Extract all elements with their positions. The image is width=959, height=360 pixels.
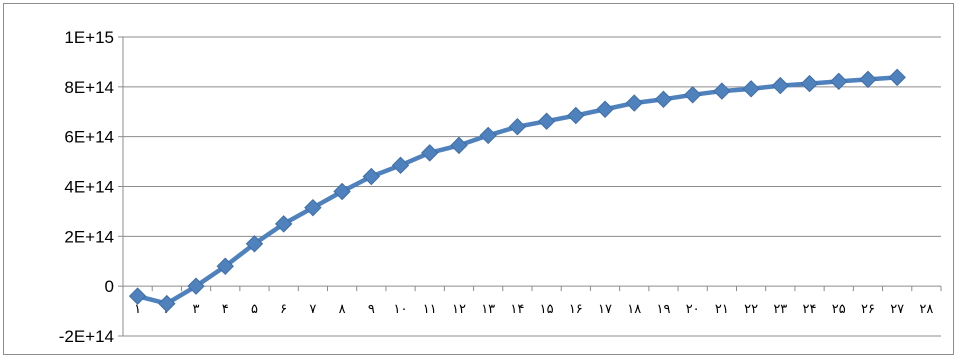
x-tick-label: ۱۳ (481, 302, 495, 317)
x-tick-label: ۱۴ (510, 302, 524, 317)
y-tick-label: 4E+14 (64, 178, 114, 197)
x-tick-label: ۱۲ (452, 302, 466, 317)
x-tick-label: ۱ (134, 302, 141, 317)
y-tick-label: 0 (105, 277, 114, 296)
x-tick-label: ۲۵ (832, 302, 846, 317)
x-tick-label: ۱۵ (540, 302, 554, 317)
x-tick-label: ۱۰ (394, 302, 408, 317)
data-point-marker (625, 94, 643, 112)
x-tick-label: ۲۷ (890, 302, 904, 317)
x-tick-label: ۱۸ (627, 302, 641, 317)
data-point-marker (128, 287, 147, 305)
data-point-marker (421, 144, 439, 162)
x-tick-label: ۳ (193, 302, 200, 317)
data-point-marker (274, 215, 293, 233)
data-point-marker (479, 126, 497, 145)
data-point-marker (333, 182, 351, 201)
data-point-marker (508, 117, 527, 136)
x-tick-label: ۲۳ (773, 302, 787, 317)
y-tick-label: 8E+14 (64, 78, 114, 97)
x-tick-label: ۱۶ (569, 302, 583, 317)
axes (118, 36, 942, 337)
x-tick-label: ۱۹ (656, 302, 670, 317)
data-point-marker (537, 112, 556, 130)
x-axis-tick-labels: ۱۲۳۴۵۶۷۸۹۱۰۱۱۱۲۱۳۱۴۱۵۱۶۱۷۱۸۱۹۲۰۲۱۲۲۲۳۲۴۲… (134, 302, 933, 317)
data-point-marker (683, 86, 702, 104)
data-point-marker (713, 82, 731, 100)
x-tick-label: ۸ (339, 302, 346, 317)
x-tick-label: ۱۱ (423, 302, 437, 317)
data-point-marker (596, 100, 614, 118)
y-axis-tick-labels: -2E+14 0 2E+14 4E+14 6E+14 8E+14 1E+15 (59, 28, 114, 346)
data-point-marker (450, 136, 468, 155)
data-point-marker (216, 257, 234, 275)
x-tick-label: ۴ (222, 302, 229, 317)
data-point-marker (187, 277, 205, 295)
data-point-marker (304, 198, 322, 217)
x-tick-label: ۶ (280, 302, 287, 317)
x-tick-label: ۵ (251, 302, 258, 317)
x-tick-label: ۲۶ (861, 302, 875, 317)
data-point-marker (245, 235, 264, 253)
data-point-marker (888, 68, 906, 87)
x-tick-label: ۷ (309, 302, 316, 317)
gridlines (123, 36, 941, 337)
data-point-marker (654, 90, 673, 108)
data-point-marker (567, 106, 585, 125)
x-tick-label: ۲۰ (686, 302, 700, 317)
data-series (128, 68, 906, 313)
x-tick-label: ۲۱ (715, 302, 729, 317)
data-point-marker (859, 70, 877, 89)
x-tick-label: ۲۸ (919, 302, 933, 317)
x-tick-label: ۲۴ (803, 302, 817, 317)
chart-frame (3, 3, 954, 355)
data-point-marker (742, 80, 760, 98)
y-tick-label: -2E+14 (59, 327, 114, 346)
x-tick-label: ۹ (368, 302, 375, 317)
data-point-marker (771, 76, 790, 95)
x-tick-label: ۲۲ (744, 302, 758, 317)
y-tick-label: 1E+15 (64, 28, 114, 47)
y-tick-label: 6E+14 (64, 128, 114, 147)
data-point-marker (830, 72, 848, 91)
data-point-marker (800, 74, 819, 93)
series-line (135, 75, 900, 306)
y-tick-label: 2E+14 (64, 227, 114, 246)
data-point-marker (362, 167, 381, 186)
x-tick-label: ۱۷ (598, 302, 612, 317)
data-point-marker (391, 156, 410, 175)
data-point-marker (158, 294, 176, 313)
